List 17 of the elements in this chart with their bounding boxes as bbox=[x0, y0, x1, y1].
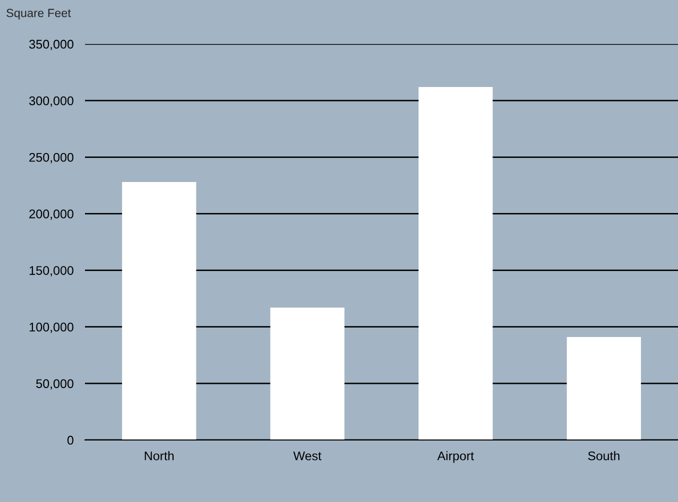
y-tick-label: 150,000 bbox=[30, 266, 74, 276]
x-tick-label: West bbox=[293, 452, 322, 460]
x-tick-label: South bbox=[588, 451, 620, 460]
bar bbox=[270, 308, 344, 440]
y-tick-label: 200,000 bbox=[29, 210, 74, 220]
y-tick-label: 350,000 bbox=[29, 40, 74, 50]
bar bbox=[418, 86, 493, 440]
y-tick-label: 50,000 bbox=[36, 379, 74, 390]
y-tick-label: 300,000 bbox=[29, 96, 74, 107]
y-axis-title: Square Feet bbox=[6, 8, 71, 20]
y-tick-label: 250,000 bbox=[29, 152, 74, 164]
bar bbox=[122, 182, 196, 440]
y-tick-label: 0 bbox=[67, 436, 74, 445]
x-tick-label: Airport bbox=[437, 451, 474, 463]
x-tick-label: North bbox=[144, 451, 174, 460]
y-tick-label: 100,000 bbox=[30, 322, 74, 333]
bar bbox=[566, 337, 641, 440]
